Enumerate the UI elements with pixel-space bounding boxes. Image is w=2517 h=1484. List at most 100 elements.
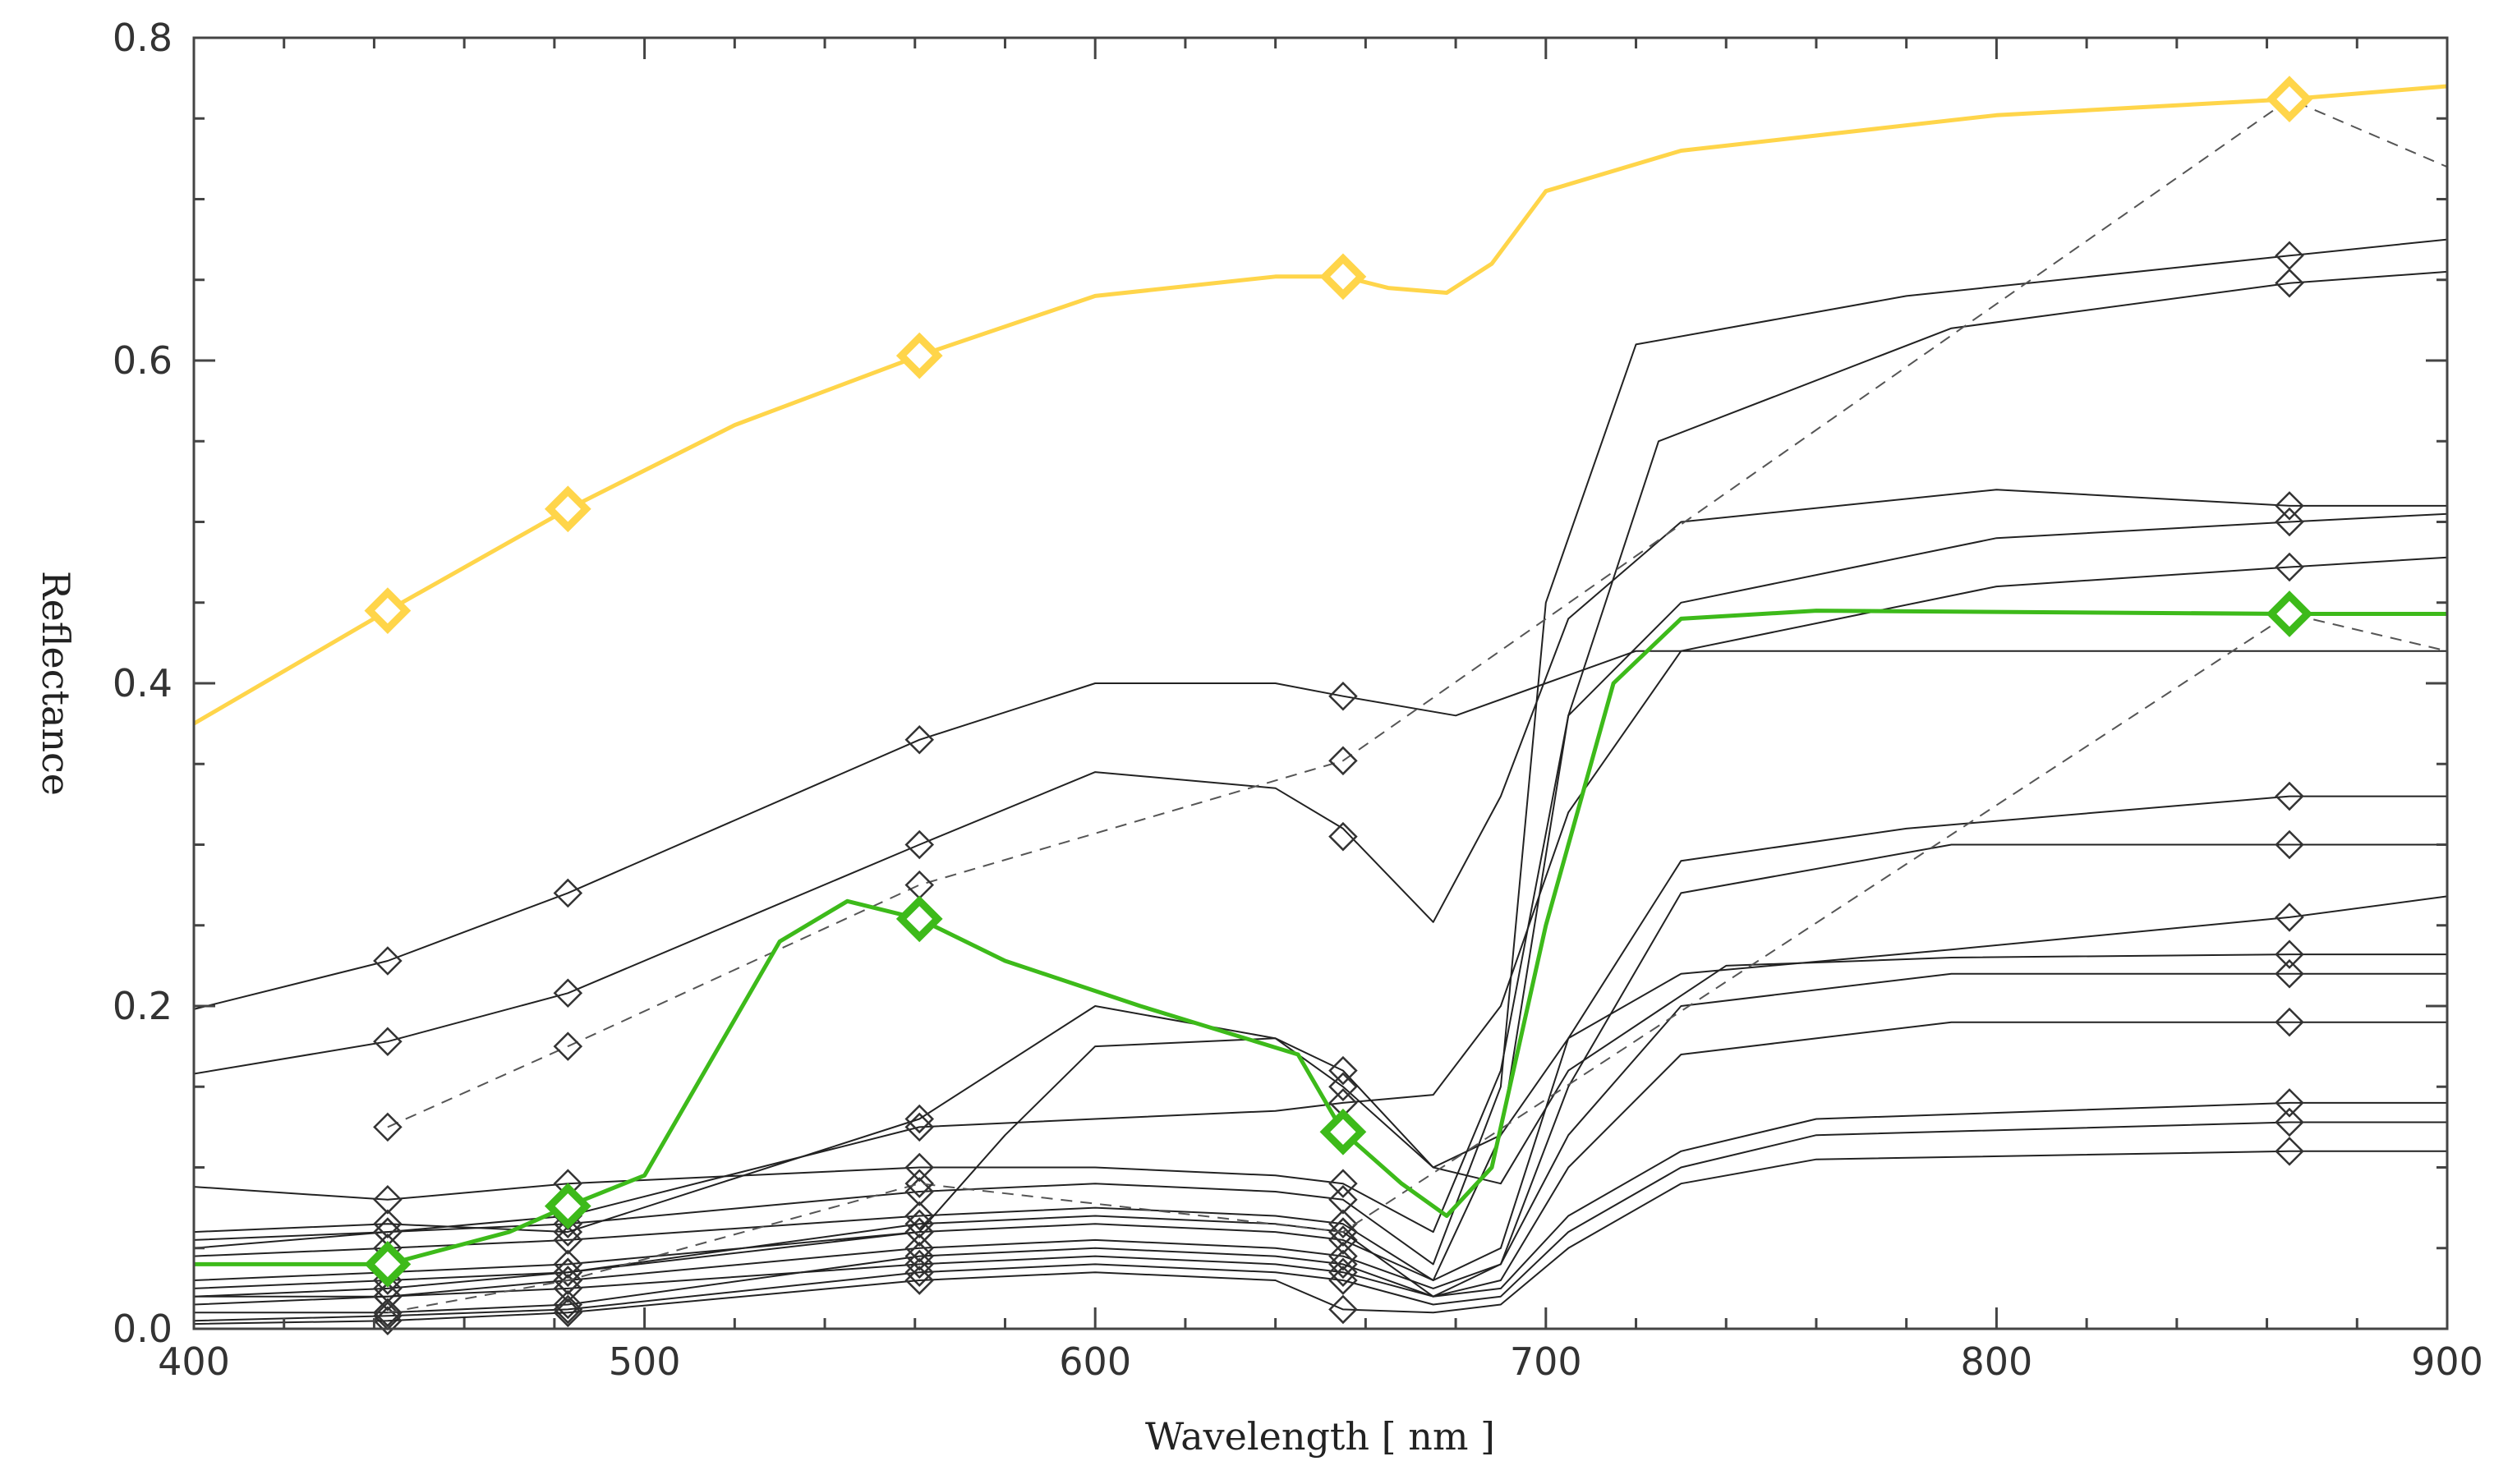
- series-line: [193, 843, 2447, 1306]
- data-point-marker: [1328, 1249, 1358, 1280]
- data-point-marker: [2266, 76, 2313, 123]
- data-point-marker: [1319, 253, 1367, 301]
- series-line: [193, 489, 2447, 1075]
- series-line: [387, 613, 2448, 1314]
- data-point-marker: [2275, 1088, 2304, 1118]
- data-point-marker: [895, 895, 943, 943]
- data-point-marker: [1328, 681, 1358, 711]
- series-curve-5: [193, 507, 2448, 1234]
- series-line: [192, 84, 2448, 726]
- series-line: [194, 609, 2447, 1266]
- x-tick-label: 400: [158, 1339, 230, 1384]
- data-point-marker: [553, 1257, 583, 1287]
- data-point-marker: [373, 1281, 403, 1312]
- data-point-marker: [895, 332, 943, 379]
- series-curve-13: [194, 1088, 2447, 1312]
- data-point-marker: [373, 1209, 403, 1239]
- series-line: [193, 556, 2448, 1249]
- data-point-marker: [904, 1249, 935, 1280]
- data-point-marker: [2275, 958, 2304, 989]
- data-point-marker: [373, 1298, 403, 1328]
- data-point-marker: [364, 1241, 412, 1288]
- series-curve-9: [193, 895, 2448, 1247]
- y-tick-label: 0.4: [113, 661, 173, 705]
- axis-tick-labels: 400 500 600 700 800 900 0.0 0.2 0.4 0.6 0.8: [113, 16, 2483, 1384]
- x-tick-label: 600: [1059, 1339, 1131, 1384]
- series-line: [193, 512, 2448, 1234]
- data-point-marker: [904, 1233, 935, 1263]
- data-point-marker: [553, 878, 583, 908]
- data-point-marker: [1328, 1257, 1358, 1287]
- series-line: [193, 270, 2448, 1281]
- data-point-marker: [1328, 1294, 1358, 1325]
- x-axis-title: Wavelength [ nm ]: [1145, 1414, 1495, 1459]
- data-point-marker: [904, 870, 935, 900]
- data-point-marker: [2275, 781, 2304, 811]
- plot-content: [192, 76, 2448, 1335]
- data-point-marker: [553, 1266, 583, 1295]
- data-point-marker: [1328, 1072, 1358, 1102]
- y-tick-label: 0.0: [113, 1307, 173, 1351]
- series-line: [387, 98, 2448, 1128]
- data-point-marker: [364, 587, 412, 634]
- data-point-marker: [1328, 1185, 1358, 1215]
- data-point-marker: [2275, 829, 2304, 860]
- data-point-marker: [904, 1104, 935, 1134]
- series-curve-15: [193, 1137, 2447, 1335]
- data-point-marker: [2275, 903, 2304, 932]
- series-line: [193, 238, 2448, 1266]
- data-point-marker: [904, 1241, 935, 1271]
- data-point-marker: [1328, 746, 1358, 776]
- data-point-marker: [1328, 1169, 1358, 1198]
- series-line: [193, 895, 2448, 1234]
- series-line: [193, 1121, 2447, 1322]
- data-point-marker: [1328, 1266, 1358, 1295]
- data-point-marker: [553, 1217, 583, 1247]
- y-axis-title: Reflectance: [34, 571, 78, 796]
- data-point-marker: [553, 1298, 583, 1328]
- data-point-marker: [2275, 491, 2304, 521]
- series-green-vegetation: [194, 590, 2447, 1288]
- series-line: [194, 1021, 2447, 1314]
- data-point-marker: [1319, 1108, 1367, 1155]
- series-line: [193, 795, 2447, 1298]
- data-point-marker: [2275, 268, 2304, 298]
- data-point-marker: [544, 485, 591, 533]
- y-tick-label: 0.6: [113, 338, 173, 383]
- data-point-marker: [904, 725, 935, 755]
- data-point-marker: [2275, 552, 2304, 582]
- data-point-marker: [904, 1201, 935, 1231]
- series-line: [194, 1101, 2447, 1298]
- x-tick-label: 900: [2411, 1339, 2483, 1384]
- data-point-marker: [373, 1027, 403, 1056]
- data-point-marker: [373, 1112, 403, 1142]
- series-dashed-b: [373, 599, 2448, 1328]
- series-curve-1: [193, 650, 2447, 1010]
- data-point-marker: [553, 1294, 583, 1325]
- data-point-marker: [544, 1183, 591, 1230]
- y-tick-label: 0.8: [113, 16, 173, 60]
- series-curve-2: [193, 489, 2447, 1075]
- data-point-marker: [553, 978, 583, 1008]
- data-point-marker: [2266, 590, 2313, 637]
- data-point-marker: [553, 1289, 583, 1320]
- x-tick-label: 800: [1960, 1339, 2032, 1384]
- data-point-marker: [904, 1209, 935, 1239]
- series-curve-3: [193, 238, 2448, 1266]
- x-tick-label: 500: [609, 1339, 681, 1384]
- data-point-marker: [2275, 1007, 2304, 1037]
- data-point-marker: [1328, 821, 1358, 852]
- axis-ticks: [192, 36, 2449, 1330]
- series-line: [193, 1150, 2447, 1325]
- plot-frame: [192, 36, 2449, 1330]
- data-point-marker: [553, 1031, 583, 1061]
- y-tick-label: 0.2: [113, 984, 173, 1028]
- data-point-marker: [373, 1185, 403, 1215]
- series-curve-10: [193, 940, 2447, 1287]
- data-point-marker: [2275, 940, 2304, 969]
- data-point-marker: [904, 829, 935, 860]
- data-point-marker: [904, 1169, 935, 1198]
- data-point-marker: [553, 1249, 583, 1280]
- series-curve-6: [193, 552, 2448, 1249]
